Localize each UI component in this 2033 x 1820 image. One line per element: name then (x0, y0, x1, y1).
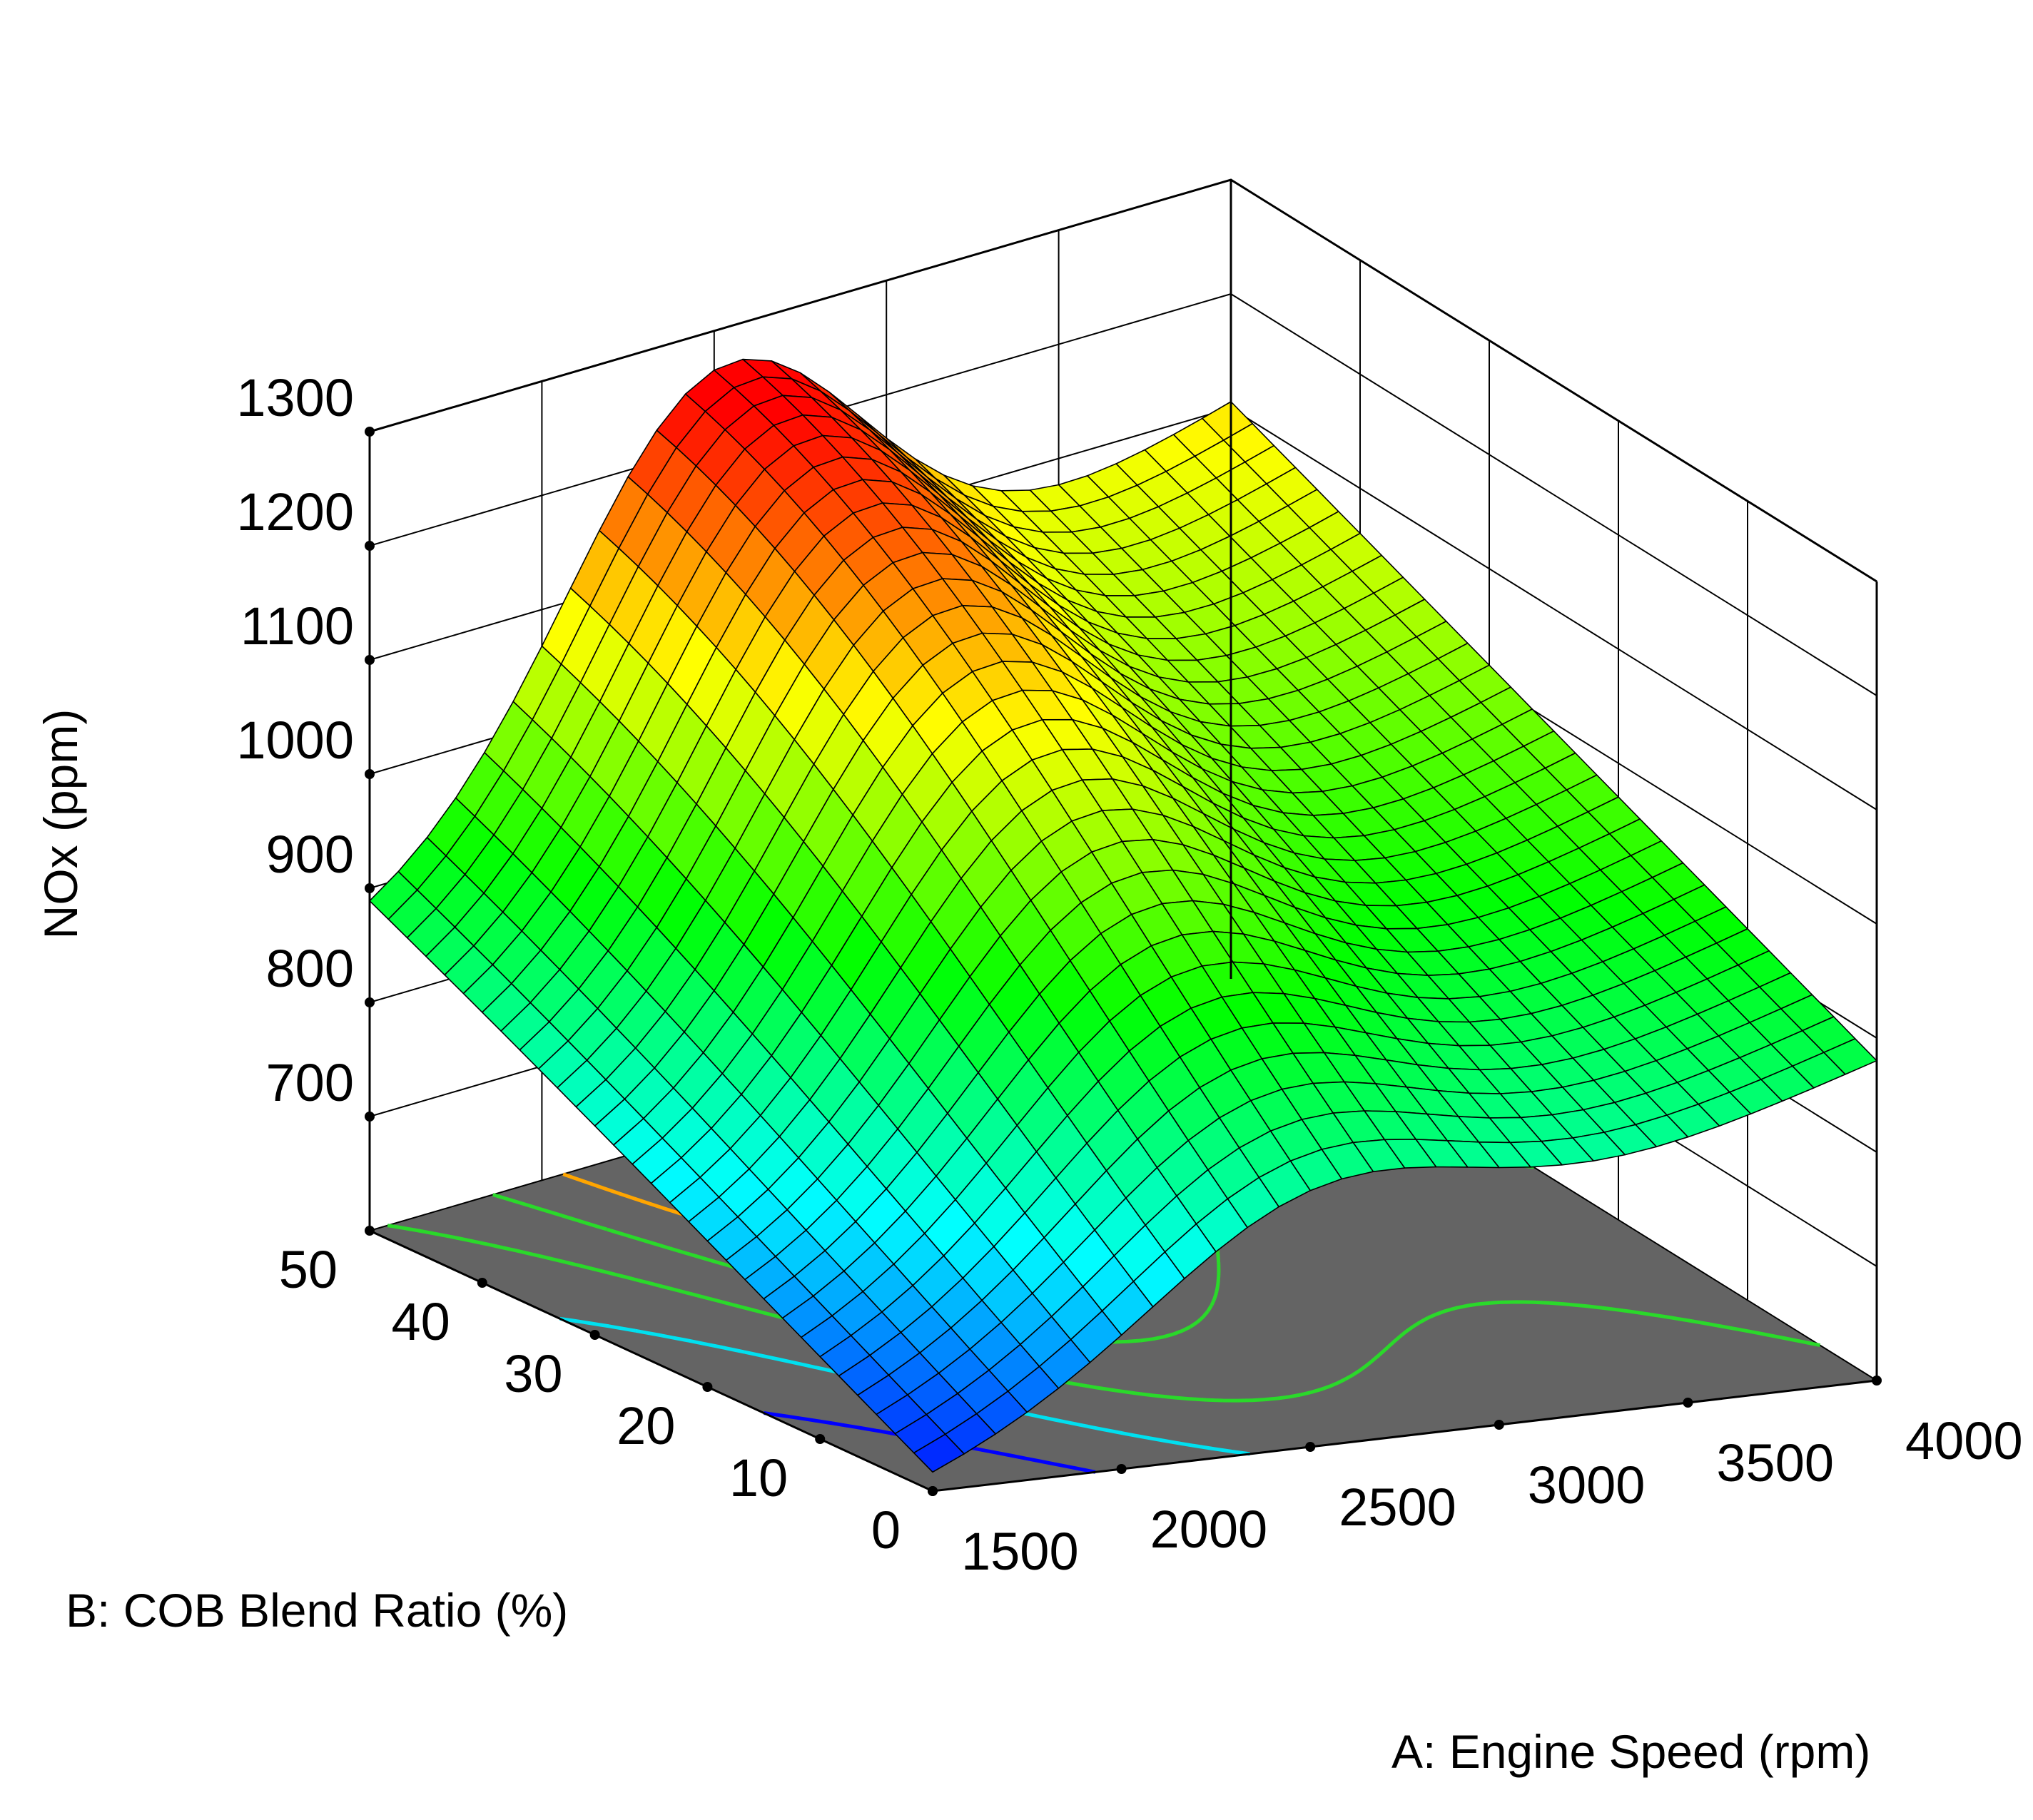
y-tick-label: 20 (617, 1396, 675, 1455)
y-tick-label: 50 (279, 1240, 338, 1299)
y-tick-labels: 0 10 20 30 40 50 (279, 1240, 901, 1560)
nox-surface (369, 358, 1877, 1473)
x-tick-label: 2000 (1150, 1500, 1268, 1559)
y-tick-label: 40 (391, 1292, 450, 1351)
z-tick-mark (365, 883, 375, 893)
z-axis-title: NOx (ppm) (34, 709, 87, 940)
z-tick-labels: 700 800 900 1000 1100 1200 1300 (236, 368, 354, 1112)
z-tick-label: 800 (266, 939, 354, 998)
z-tick-label: 1000 (236, 711, 354, 770)
y-tick-label: 10 (729, 1448, 788, 1508)
z-tick-mark (365, 1112, 375, 1122)
x-tick-label: 2500 (1339, 1478, 1456, 1537)
z-tick-mark (365, 541, 375, 551)
y-tick-mark (702, 1382, 713, 1392)
y-tick-mark (477, 1278, 487, 1288)
z-tick-mark (365, 427, 375, 437)
x-tick-label: 1500 (961, 1522, 1079, 1581)
z-tick-label: 900 (266, 825, 354, 884)
x-tick-mark (928, 1486, 938, 1496)
y-axis-title: B: COB Blend Ratio (%) (66, 1584, 568, 1637)
x-tick-mark (1872, 1376, 1882, 1386)
axes-frame (368, 178, 1878, 1493)
x-tick-mark (1116, 1464, 1127, 1474)
x-tick-label: 4000 (1905, 1411, 2023, 1470)
y-tick-mark (815, 1434, 826, 1444)
z-tick-label: 700 (266, 1053, 354, 1112)
z-tick-label: 1300 (236, 368, 354, 427)
x-tick-mark (1305, 1442, 1316, 1452)
z-tick-label: 1100 (240, 596, 354, 656)
z-tick-mark (365, 655, 375, 665)
x-tick-mark (1683, 1398, 1693, 1408)
x-tick-labels: 1500 2000 2500 3000 3500 4000 (961, 1411, 2023, 1581)
z-tick-label: 1200 (236, 482, 354, 542)
y-tick-label: 30 (504, 1344, 562, 1403)
tick-marks (365, 427, 1882, 1496)
y-tick-mark (365, 1226, 375, 1236)
top-edge (369, 178, 1877, 583)
z-tick-mark (365, 997, 375, 1007)
x-tick-label: 3500 (1716, 1433, 1834, 1493)
surface-patch (913, 1433, 965, 1473)
x-tick-label: 3000 (1528, 1455, 1646, 1515)
z-tick-mark (365, 769, 375, 779)
x-axis-title: A: Engine Speed (rpm) (1391, 1725, 1870, 1778)
y-tick-mark (589, 1330, 600, 1340)
x-tick-mark (1494, 1420, 1504, 1430)
y-tick-label: 0 (871, 1500, 901, 1560)
